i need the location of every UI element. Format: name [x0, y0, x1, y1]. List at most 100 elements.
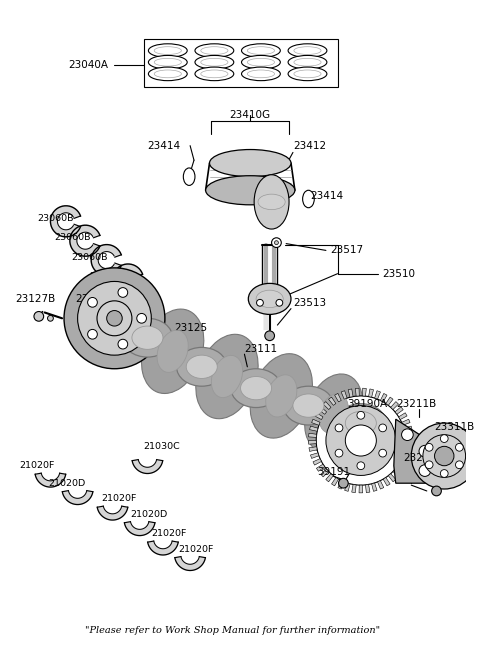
- Polygon shape: [91, 245, 121, 276]
- Ellipse shape: [294, 58, 321, 66]
- Circle shape: [432, 486, 441, 496]
- Text: 23060B: 23060B: [89, 272, 126, 281]
- Polygon shape: [313, 459, 322, 465]
- Circle shape: [423, 435, 466, 478]
- Circle shape: [335, 424, 343, 432]
- Polygon shape: [369, 389, 373, 398]
- Ellipse shape: [288, 56, 327, 69]
- Ellipse shape: [241, 44, 280, 57]
- Polygon shape: [395, 407, 403, 415]
- Polygon shape: [388, 474, 396, 482]
- Circle shape: [335, 449, 343, 457]
- Text: 23517: 23517: [330, 245, 363, 255]
- Text: 23127B: 23127B: [15, 294, 56, 304]
- Polygon shape: [405, 447, 413, 451]
- Text: 23513: 23513: [293, 298, 326, 308]
- Polygon shape: [175, 556, 205, 571]
- Ellipse shape: [154, 47, 181, 54]
- Circle shape: [456, 461, 463, 468]
- Circle shape: [425, 461, 433, 468]
- Circle shape: [402, 429, 413, 441]
- Polygon shape: [397, 464, 405, 471]
- Circle shape: [411, 423, 477, 489]
- Ellipse shape: [283, 386, 334, 425]
- Polygon shape: [321, 469, 329, 477]
- Ellipse shape: [247, 58, 275, 66]
- Text: 23410G: 23410G: [230, 110, 271, 119]
- Text: 23226B: 23226B: [404, 453, 444, 463]
- Polygon shape: [365, 485, 370, 493]
- Polygon shape: [318, 407, 327, 415]
- Bar: [144, 39, 337, 87]
- Polygon shape: [326, 474, 334, 482]
- Text: 21020F: 21020F: [179, 544, 214, 554]
- Ellipse shape: [247, 47, 275, 54]
- Circle shape: [272, 237, 281, 247]
- Text: 21020F: 21020F: [151, 529, 187, 538]
- Circle shape: [107, 310, 122, 326]
- Polygon shape: [311, 453, 319, 459]
- Ellipse shape: [241, 67, 280, 81]
- Text: 23111: 23111: [244, 344, 277, 354]
- Polygon shape: [374, 391, 381, 399]
- Circle shape: [456, 443, 463, 451]
- Circle shape: [379, 424, 386, 432]
- Polygon shape: [132, 460, 163, 474]
- Circle shape: [379, 449, 386, 457]
- Polygon shape: [348, 389, 353, 398]
- Polygon shape: [383, 478, 390, 486]
- Ellipse shape: [211, 356, 242, 398]
- Polygon shape: [310, 426, 318, 431]
- Polygon shape: [50, 206, 81, 237]
- Circle shape: [316, 396, 406, 485]
- Polygon shape: [309, 447, 317, 451]
- Circle shape: [256, 299, 264, 306]
- Ellipse shape: [241, 56, 280, 69]
- Text: 23060B: 23060B: [72, 253, 108, 262]
- Ellipse shape: [240, 377, 272, 400]
- Text: 39191: 39191: [317, 466, 350, 476]
- Text: 21020F: 21020F: [19, 461, 55, 470]
- Circle shape: [345, 425, 376, 456]
- Ellipse shape: [294, 47, 321, 54]
- Ellipse shape: [293, 394, 324, 417]
- Ellipse shape: [142, 309, 204, 394]
- Circle shape: [97, 301, 132, 336]
- Circle shape: [118, 339, 128, 349]
- Text: 21030C: 21030C: [144, 442, 180, 451]
- Ellipse shape: [195, 44, 234, 57]
- Polygon shape: [70, 225, 100, 256]
- Circle shape: [48, 316, 53, 321]
- Polygon shape: [393, 469, 401, 477]
- Ellipse shape: [256, 290, 283, 308]
- Ellipse shape: [288, 44, 327, 57]
- Polygon shape: [405, 441, 413, 444]
- Text: 21020D: 21020D: [130, 510, 167, 519]
- Polygon shape: [403, 453, 411, 459]
- Circle shape: [326, 405, 396, 476]
- Polygon shape: [329, 397, 336, 405]
- Polygon shape: [405, 433, 413, 438]
- Ellipse shape: [183, 168, 195, 186]
- Circle shape: [357, 462, 365, 470]
- Ellipse shape: [209, 150, 291, 176]
- Polygon shape: [335, 394, 341, 402]
- Ellipse shape: [247, 70, 275, 78]
- Ellipse shape: [201, 70, 228, 78]
- Ellipse shape: [205, 176, 295, 205]
- Circle shape: [275, 241, 278, 245]
- Text: 39190A: 39190A: [347, 399, 387, 409]
- Polygon shape: [112, 264, 143, 295]
- Polygon shape: [148, 541, 178, 555]
- Ellipse shape: [250, 354, 312, 438]
- Ellipse shape: [177, 348, 227, 386]
- Circle shape: [88, 297, 97, 307]
- Polygon shape: [380, 394, 387, 402]
- Ellipse shape: [345, 411, 376, 435]
- Ellipse shape: [154, 58, 181, 66]
- Ellipse shape: [319, 394, 348, 433]
- Ellipse shape: [196, 335, 258, 419]
- Ellipse shape: [122, 318, 173, 357]
- Polygon shape: [332, 478, 338, 486]
- Ellipse shape: [231, 369, 281, 407]
